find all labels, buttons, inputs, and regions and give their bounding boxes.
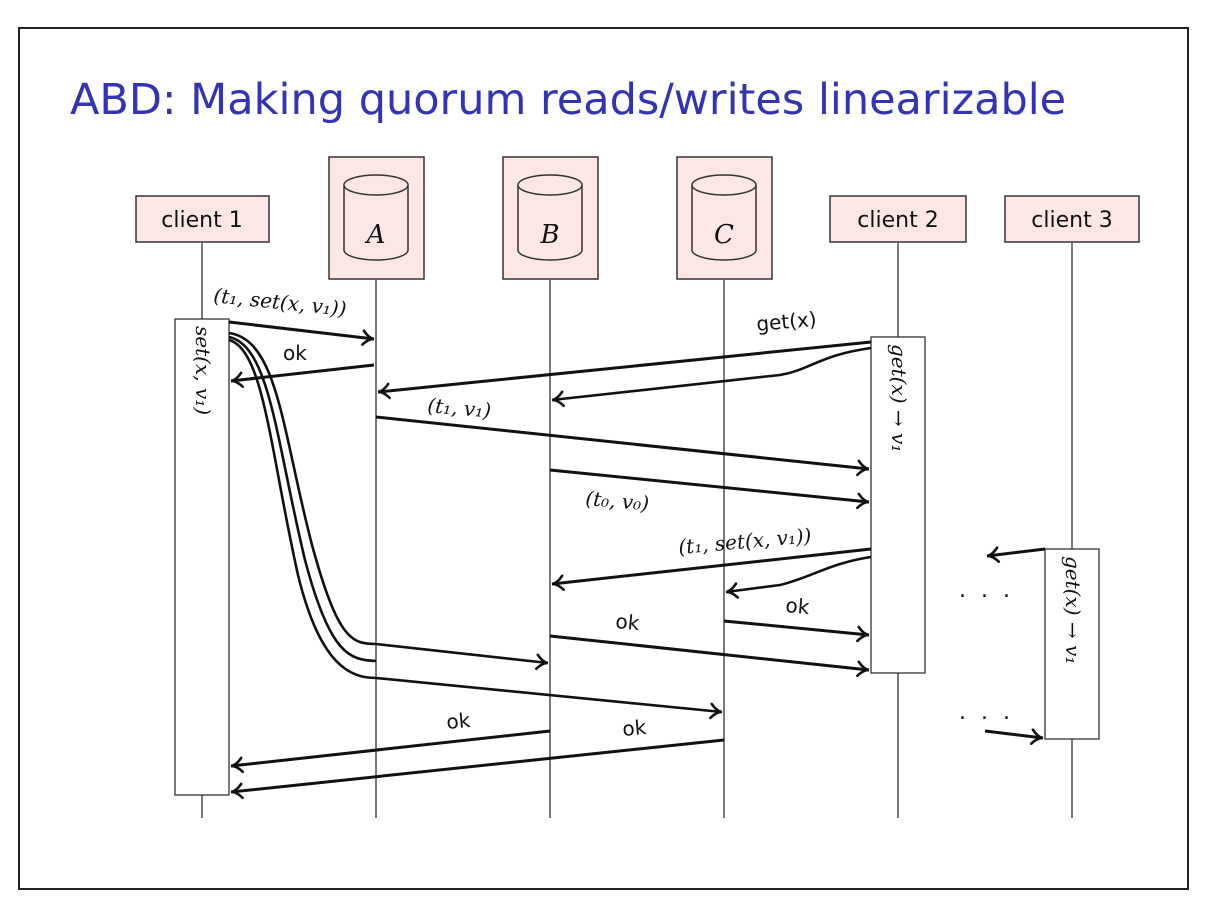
participant-client-1: client 1 — [135, 195, 270, 243]
message-ok-b-to-client-2-label: ok — [615, 609, 641, 635]
message-reply-b-label: (t₀, v₀) — [585, 486, 651, 515]
activation-client-1-label: set(x, v₁) — [191, 326, 215, 415]
participant-replica-c: C — [676, 156, 773, 280]
participant-client-3: client 3 — [1004, 195, 1140, 243]
message-write-to-a: (t₁, set(x, v₁)) — [212, 283, 375, 346]
write-curve-middle — [228, 335, 377, 663]
message-ok-c-to-client-2: ok — [723, 593, 870, 643]
replica-b-label: B — [539, 220, 559, 250]
message-ok-b-to-client-1: ok — [230, 708, 551, 774]
message-ok-c-to-client-2-label: ok — [785, 593, 811, 619]
participant-replica-a: A — [328, 156, 425, 280]
activation-client-2: get(x) → v₁ — [870, 336, 926, 674]
replica-c-label: C — [714, 220, 734, 250]
participant-replica-b: B — [502, 156, 599, 280]
participant-client-1-label: client 1 — [161, 208, 242, 233]
replica-a-label: A — [365, 220, 386, 250]
message-write-to-c — [228, 338, 723, 720]
participant-client-2-label: client 2 — [857, 208, 938, 233]
database-icon-b — [517, 174, 583, 261]
participant-client-2: client 2 — [829, 195, 967, 243]
database-icon-c — [691, 174, 757, 261]
message-reply-b: (t₀, v₀) — [549, 468, 870, 516]
message-client-3-out — [986, 546, 1046, 563]
message-write-to-a-label: (t₁, set(x, v₁)) — [212, 283, 347, 321]
message-ok-from-a: ok — [230, 341, 375, 389]
ellipsis-lower: . . . — [959, 700, 1014, 725]
activation-client-2-label: get(x) → v₁ — [887, 344, 911, 452]
message-writeback-label: (t₁, set(x, v₁)) — [677, 523, 812, 559]
message-ok-c-to-client-1-label: ok — [621, 715, 647, 741]
message-reply-a-label: (t₁, v₁) — [427, 393, 493, 422]
message-get: get(x) — [377, 307, 872, 408]
message-ok-c-to-client-1: ok — [230, 715, 725, 800]
message-ok-b-to-client-1-label: ok — [445, 708, 471, 734]
ellipsis-upper: . . . — [959, 578, 1014, 603]
message-ok-b-to-client-2: ok — [549, 609, 870, 678]
message-write-to-b — [228, 331, 549, 671]
message-reply-a: (t₁, v₁) — [375, 393, 870, 477]
activation-client-3: get(x) → v₁ — [1044, 548, 1100, 740]
database-icon-a — [343, 174, 409, 261]
message-writeback: (t₁, set(x, v₁)) — [551, 523, 872, 599]
slide-title: ABD: Making quorum reads/writes lineariz… — [70, 75, 1067, 125]
activation-client-1: set(x, v₁) — [174, 318, 230, 796]
participant-client-3-label: client 3 — [1031, 208, 1112, 233]
message-ok-from-a-label: ok — [283, 341, 307, 365]
message-get-label: get(x) — [755, 307, 817, 336]
activation-client-3-label: get(x) → v₁ — [1061, 556, 1085, 664]
message-client-3-in — [984, 728, 1044, 745]
